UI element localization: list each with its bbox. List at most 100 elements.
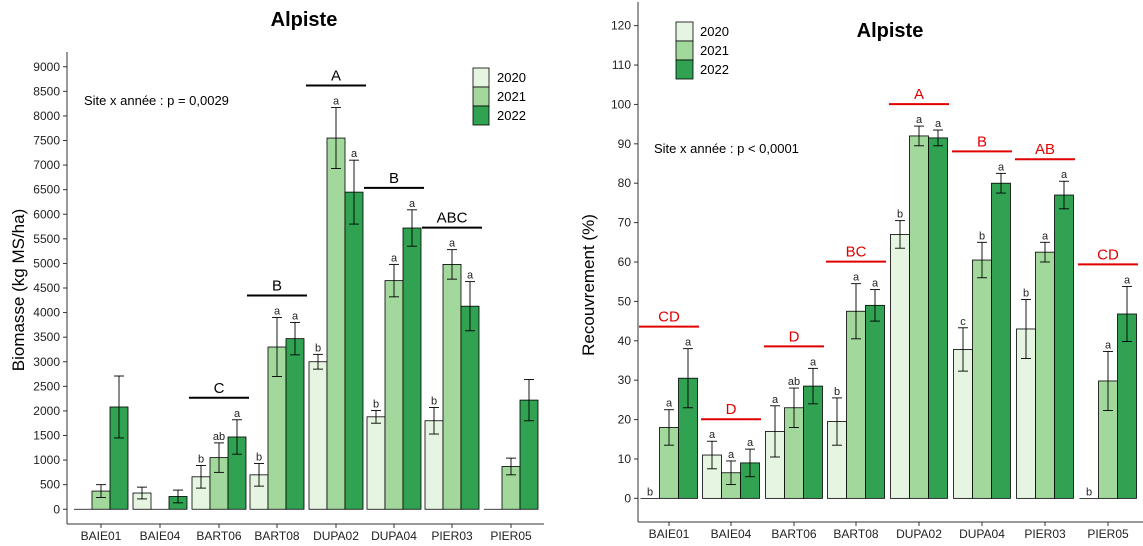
- significance-letter: a: [772, 394, 779, 406]
- legend-swatch: [472, 86, 490, 107]
- y-axis-title: Recouvrement (%): [579, 214, 598, 356]
- significance-letter: a: [685, 337, 692, 349]
- significance-letter: a: [1124, 274, 1131, 286]
- bar: [972, 259, 992, 499]
- significance-letter: a: [234, 408, 241, 420]
- y-tick-label: 9000: [33, 60, 60, 74]
- significance-letter: a: [810, 356, 817, 368]
- x-tick-label: BAIE01: [649, 527, 690, 541]
- legend-swatch: [472, 105, 490, 126]
- y-tick-label: 4000: [33, 306, 60, 320]
- y-tick-label: 2500: [33, 379, 60, 393]
- significance-letter: a: [1042, 230, 1049, 242]
- group-letter: B: [272, 278, 282, 295]
- significance-letter: b: [373, 398, 379, 410]
- y-tick-label: 2000: [33, 404, 60, 418]
- interaction-p-value: Site x année : p < 0,0001: [654, 141, 799, 156]
- x-tick-label: BART08: [254, 529, 299, 543]
- bar: [460, 305, 480, 510]
- bar: [890, 234, 910, 499]
- group-letter: D: [789, 328, 800, 345]
- y-tick-label: 6500: [33, 183, 60, 197]
- significance-letter: a: [709, 429, 716, 441]
- bar: [928, 137, 948, 499]
- group-letter: BC: [846, 244, 867, 261]
- legend-swatch: [675, 40, 694, 61]
- significance-letter: a: [391, 252, 398, 264]
- legend-label: 2021: [700, 43, 729, 58]
- significance-letter: ab: [788, 376, 800, 388]
- group-letter: B: [977, 133, 987, 150]
- x-tick-label: PIER03: [431, 529, 473, 543]
- y-axis-title: Biomasse (kg MS/ha): [9, 209, 28, 372]
- y-tick-label: 7000: [33, 158, 60, 172]
- bar: [1035, 251, 1055, 499]
- y-tick-label: 10: [618, 452, 632, 466]
- x-tick-label: BART06: [196, 529, 241, 543]
- chart-title: Alpiste: [271, 9, 338, 31]
- significance-letter: b: [315, 342, 321, 354]
- y-tick-label: 0: [624, 491, 631, 505]
- significance-letter: a: [853, 272, 860, 284]
- y-tick-label: 60: [618, 255, 632, 269]
- x-tick-label: DUPA02: [896, 527, 942, 541]
- significance-letter: a: [728, 449, 735, 461]
- significance-letter: a: [998, 161, 1005, 173]
- x-tick-label: DUPA04: [959, 527, 1005, 541]
- y-tick-label: 5500: [33, 232, 60, 246]
- x-tick-label: DUPA02: [313, 529, 359, 543]
- interaction-p-value: Site x année : p = 0,0029: [84, 93, 229, 108]
- x-tick-label: BAIE04: [140, 529, 181, 543]
- y-tick-label: 3500: [33, 330, 60, 344]
- x-tick-label: BART08: [833, 527, 878, 541]
- bar: [344, 191, 364, 510]
- biomass-chart: Alpiste Biomasse (kg MS/ha) Site x année…: [9, 9, 544, 543]
- y-tick-label: 70: [618, 216, 632, 230]
- bar: [326, 137, 346, 510]
- bar: [865, 304, 885, 499]
- y-tick-label: 120: [611, 19, 631, 33]
- significance-letter: b: [834, 386, 840, 398]
- significance-letter: b: [647, 486, 653, 498]
- significance-letter: a: [274, 306, 281, 318]
- significance-letter: a: [1061, 169, 1068, 181]
- significance-letter: b: [198, 453, 204, 465]
- significance-letter: a: [935, 118, 942, 130]
- bar: [991, 182, 1011, 499]
- significance-letter: c: [960, 316, 966, 328]
- significance-letter: a: [333, 96, 340, 108]
- group-letter: D: [726, 401, 737, 418]
- cover-chart: Alpiste Recouvrement (%) Site x année : …: [579, 2, 1143, 541]
- bar: [285, 338, 305, 510]
- x-tick-label: BAIE01: [81, 529, 122, 543]
- significance-letter: b: [256, 452, 262, 464]
- bar: [308, 361, 328, 510]
- y-tick-label: 8000: [33, 109, 60, 123]
- significance-letter: a: [872, 278, 879, 290]
- y-tick-label: 100: [611, 97, 631, 111]
- legend-label: 2022: [497, 108, 526, 123]
- y-tick-label: 90: [618, 137, 632, 151]
- group-letter: AB: [1035, 141, 1055, 158]
- group-letter: CD: [658, 309, 680, 326]
- legend-label: 2022: [700, 62, 729, 77]
- bar: [366, 416, 386, 510]
- x-tick-label: PIER05: [1087, 527, 1129, 541]
- significance-letter: b: [979, 230, 985, 242]
- significance-letter: b: [1023, 287, 1029, 299]
- legend-label: 2020: [700, 24, 729, 39]
- y-tick-label: 4500: [33, 281, 60, 295]
- significance-letter: a: [666, 398, 673, 410]
- group-letter: A: [914, 86, 924, 103]
- y-tick-label: 20: [618, 413, 632, 427]
- bar: [384, 280, 404, 510]
- bar: [909, 135, 929, 499]
- x-tick-label: BART06: [771, 527, 816, 541]
- bar: [953, 349, 973, 499]
- significance-letter: b: [897, 209, 903, 221]
- y-tick-label: 6000: [33, 207, 60, 221]
- significance-letter: a: [747, 437, 754, 449]
- group-letter: B: [389, 170, 399, 187]
- bar: [402, 227, 422, 510]
